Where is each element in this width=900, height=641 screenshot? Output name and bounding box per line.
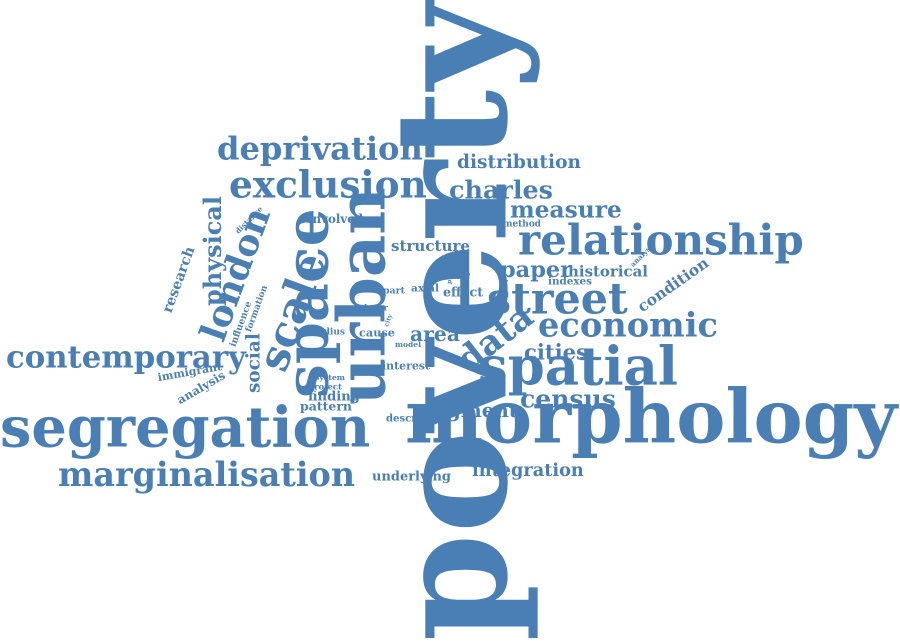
word-contemporary: contemporary xyxy=(6,339,246,376)
word-segment: segment xyxy=(423,398,518,422)
word-finding: finding xyxy=(308,389,360,405)
word-involved: involved xyxy=(308,212,364,226)
word-model: model xyxy=(395,340,421,349)
word-part: part xyxy=(383,285,405,297)
word-paper: paper xyxy=(500,257,572,283)
word-marginalisation: marginalisation xyxy=(58,455,356,494)
word-effect: effect xyxy=(443,284,484,300)
word-pattern: pattern xyxy=(300,398,353,414)
word-street: street xyxy=(487,274,628,325)
word-deprivation: deprivation xyxy=(217,129,423,168)
word-charles: charles xyxy=(449,174,553,205)
word-system: system xyxy=(315,373,346,382)
word-relationship: relationship xyxy=(518,215,804,265)
word-distribution: distribution xyxy=(457,152,581,173)
word-research: research xyxy=(159,244,199,316)
word-exclusion: exclusion xyxy=(229,162,427,207)
word-describe: describe xyxy=(386,413,434,425)
word-physical: physical xyxy=(198,196,227,306)
word-segregation: segregation xyxy=(0,395,371,461)
word-project: project xyxy=(308,382,342,393)
word-radius: radius xyxy=(313,327,346,338)
word-morphology: morphology xyxy=(405,374,898,461)
word-area: area xyxy=(410,322,460,346)
word-structure: structure xyxy=(391,237,471,255)
word-method: method xyxy=(503,219,541,230)
word-measure: measure xyxy=(510,195,622,224)
word-underlying: underlying xyxy=(372,469,451,485)
word-census: census xyxy=(520,383,616,414)
word-axial: axial xyxy=(411,282,440,295)
word-economic: economic xyxy=(538,304,718,345)
word-cities: cities xyxy=(524,339,588,365)
word-indexes: indexes xyxy=(548,275,592,288)
word-social: social xyxy=(243,333,265,393)
word-historical: historical xyxy=(568,262,648,281)
word-cause: cause xyxy=(359,325,396,340)
word-spatial: spatial xyxy=(478,335,678,398)
word-integration: integration xyxy=(472,460,584,481)
word-layer: layer xyxy=(364,303,388,314)
word-interest: interest xyxy=(382,359,430,373)
